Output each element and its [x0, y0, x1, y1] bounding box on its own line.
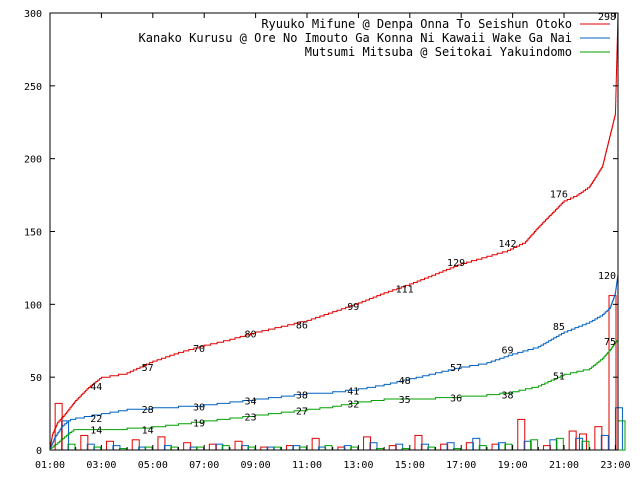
data-label-s1-6: 48 — [399, 376, 411, 387]
data-label-s2-9: 51 — [553, 372, 565, 383]
data-label-s2-8: 38 — [501, 391, 513, 402]
data-label-s0-6: 111 — [396, 284, 414, 295]
bar-s2-21 — [617, 420, 626, 451]
data-label-s0-1: 57 — [142, 363, 154, 374]
data-label-s0-3: 80 — [244, 329, 256, 340]
data-label-s0-7: 129 — [447, 258, 465, 269]
data-label-s0-10: 298 — [598, 12, 616, 23]
legend-label-0: Ryuuko Mifune @ Denpa Onna To Seishun Ot… — [261, 17, 572, 31]
legend: Ryuuko Mifune @ Denpa Onna To Seishun Ot… — [139, 17, 610, 59]
data-label-s0-9: 176 — [550, 190, 568, 201]
data-label-s0-0: 44 — [90, 382, 102, 393]
y-tick-label-0: 0 — [36, 446, 42, 457]
y-tick-label-4: 200 — [24, 155, 42, 166]
y-tick-label-3: 150 — [24, 228, 42, 239]
x-tick-label-4: 09:00 — [241, 460, 271, 471]
data-label-s2-2: 19 — [193, 418, 205, 429]
y-tick-label-6: 300 — [24, 9, 42, 20]
data-label-s1-1: 28 — [142, 405, 154, 416]
data-label-s1-10: 120 — [598, 271, 616, 282]
x-tick-label-0: 01:00 — [35, 460, 65, 471]
legend-label-1: Kanako Kurusu @ Ore No Imouto Ga Konna N… — [139, 31, 572, 45]
lines-layer — [49, 15, 619, 450]
data-labels-layer: 44 57 70 80 86 99 111 129 142 176 298 22 28 30 34 38 41 4… — [90, 12, 616, 437]
x-tick-label-9: 19:00 — [498, 460, 528, 471]
data-label-s1-7: 57 — [450, 363, 462, 374]
series-line-1 — [49, 274, 619, 450]
data-label-s2-7: 36 — [450, 394, 462, 405]
data-label-s0-5: 99 — [347, 302, 359, 313]
y-tick-label-2: 100 — [24, 300, 42, 311]
x-tick-label-7: 15:00 — [395, 460, 425, 471]
data-label-s1-9: 85 — [553, 322, 565, 333]
x-tick-label-3: 07:00 — [189, 460, 219, 471]
series-line-2 — [49, 340, 618, 450]
data-label-s1-0: 22 — [90, 414, 102, 425]
data-label-s1-2: 30 — [193, 402, 205, 413]
x-tick-label-5: 11:00 — [292, 460, 322, 471]
data-label-s0-8: 142 — [498, 239, 516, 250]
plot-frame — [49, 12, 619, 451]
y-tick-label-1: 50 — [30, 373, 42, 384]
data-label-s2-3: 23 — [244, 412, 256, 423]
data-label-s1-5: 41 — [347, 386, 359, 397]
bars-layer — [54, 295, 626, 451]
data-label-s1-8: 69 — [501, 345, 513, 356]
data-label-s2-1: 14 — [142, 426, 154, 437]
data-label-s2-4: 27 — [296, 407, 308, 418]
x-tick-label-10: 21:00 — [549, 460, 579, 471]
x-tick-label-1: 03:00 — [86, 460, 116, 471]
data-label-s2-0: 14 — [90, 426, 102, 437]
legend-label-2: Mutsumi Mitsuba @ Seitokai Yakuindomo — [305, 45, 572, 59]
x-tick-label-6: 13:00 — [343, 460, 373, 471]
y-tick-label-5: 250 — [24, 82, 42, 93]
x-tick-label-11: 23:00 — [600, 460, 630, 471]
data-label-s0-2: 70 — [193, 344, 205, 355]
data-label-s1-3: 34 — [244, 396, 256, 407]
data-label-s0-4: 86 — [296, 321, 308, 332]
axis-ticks: 01:00 03:00 05:00 07:00 09:00 11:00 13:00 15:00… — [24, 9, 631, 471]
x-tick-label-8: 17:00 — [446, 460, 476, 471]
series-line-0 — [49, 15, 619, 450]
data-label-s2-10: 75 — [604, 337, 616, 348]
x-tick-label-2: 05:00 — [138, 460, 168, 471]
data-label-s1-4: 38 — [296, 391, 308, 402]
data-label-s2-6: 35 — [399, 395, 411, 406]
data-label-s2-5: 32 — [347, 399, 359, 410]
